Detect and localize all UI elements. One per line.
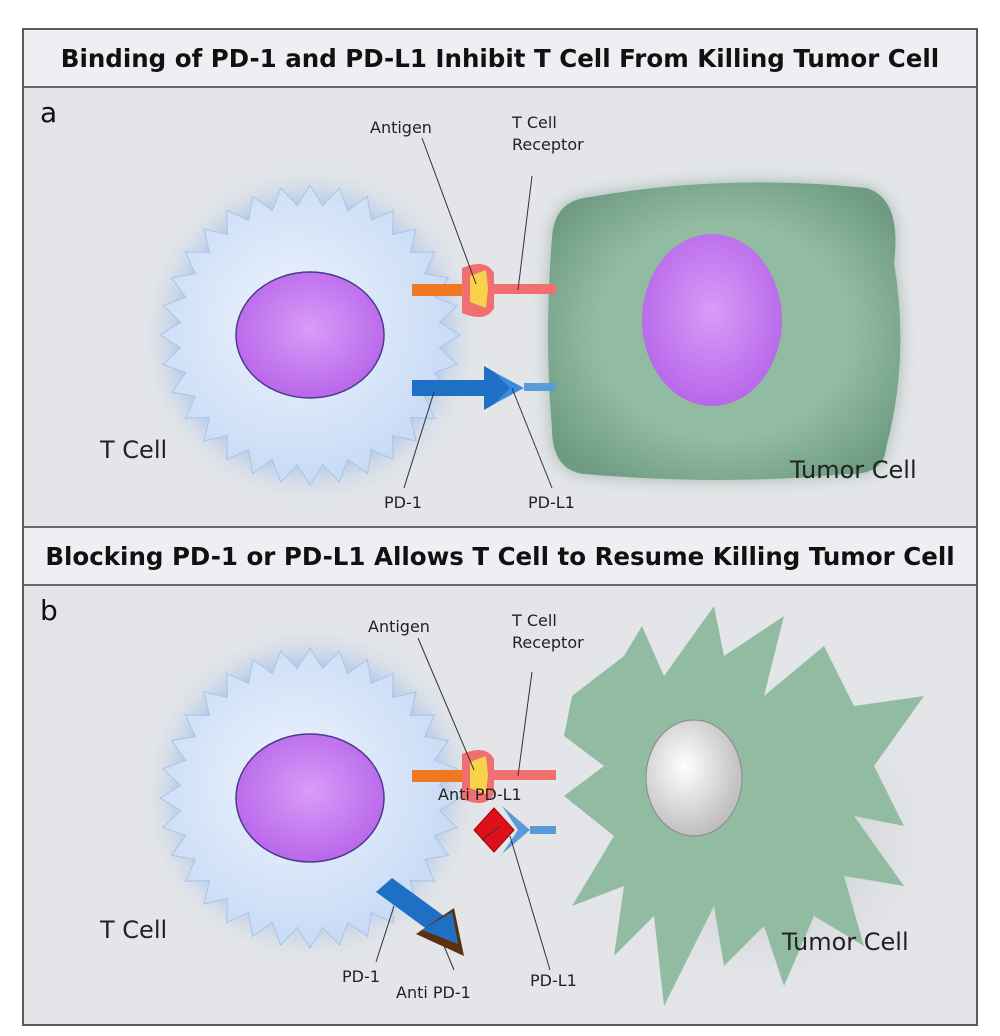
pd1-label: PD-1	[342, 967, 380, 986]
tcr-label-line2: Receptor	[512, 135, 584, 154]
pd1-label: PD-1	[384, 493, 422, 512]
tumor-cell	[548, 182, 901, 480]
pdl1-label: PD-L1	[530, 971, 577, 990]
panel-a-letter: a	[40, 96, 57, 129]
dying-tumor-cell	[564, 606, 954, 1006]
pd1-pdl1-complex	[412, 366, 556, 410]
leader-lines	[403, 137, 553, 489]
anti-pd1-label: Anti PD-1	[396, 983, 471, 1002]
panel-a-title: Binding of PD-1 and PD-L1 Inhibit T Cell…	[24, 30, 976, 88]
dead-nucleus	[645, 719, 743, 837]
panel-b-letter: b	[40, 594, 58, 627]
leader-lines	[375, 637, 551, 971]
tumor-cell-label: Tumor Cell	[781, 928, 909, 956]
tumor-cell-nucleus	[642, 234, 782, 406]
anti-pdl1-complex	[473, 806, 556, 854]
tcr-label-line1: T Cell	[511, 113, 557, 132]
t-cell	[142, 626, 478, 962]
antigen-tcr-complex	[412, 750, 556, 803]
t-cell-label: T Cell	[99, 916, 167, 944]
pdl1-label: PD-L1	[528, 493, 575, 512]
t-cell	[140, 165, 480, 505]
panel-a: a	[24, 88, 976, 528]
pd1-anti-pd1-complex	[376, 878, 464, 956]
antigen-tcr-complex	[412, 264, 556, 317]
tcr-label-line1: T Cell	[511, 611, 557, 630]
tcr-label-line2: Receptor	[512, 633, 584, 652]
t-cell-label: T Cell	[99, 436, 167, 464]
antigen-label: Antigen	[368, 617, 430, 636]
tumor-cell-label: Tumor Cell	[789, 456, 917, 484]
figure-frame: Binding of PD-1 and PD-L1 Inhibit T Cell…	[22, 28, 978, 1026]
anti-pdl1-label: Anti PD-L1	[438, 785, 522, 804]
panel-b-title: Blocking PD-1 or PD-L1 Allows T Cell to …	[24, 528, 976, 586]
antigen-label: Antigen	[370, 118, 432, 137]
panel-b-diagram: b	[40, 594, 954, 1006]
panel-b: b	[24, 586, 976, 1024]
t-cell-nucleus	[235, 733, 385, 863]
t-cell-nucleus	[235, 271, 385, 399]
panel-a-diagram: a	[40, 96, 917, 512]
